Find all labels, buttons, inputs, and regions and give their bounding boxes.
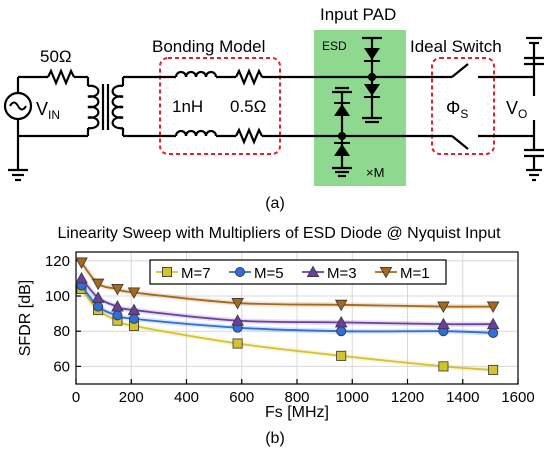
legend-marker-m-5 xyxy=(234,266,245,277)
data-point-m-5 xyxy=(93,301,104,312)
data-point-m-7 xyxy=(488,364,499,375)
ideal-switch-title: Ideal Switch xyxy=(410,37,502,56)
source-voltage-label: VIN xyxy=(36,99,60,122)
x-tick-label: 0 xyxy=(72,389,80,406)
bonding-model-box xyxy=(159,57,281,155)
data-point-m-1 xyxy=(437,301,450,313)
bond-inductor-top xyxy=(174,70,218,78)
circuit-schematic xyxy=(3,30,544,186)
transformer xyxy=(87,84,124,130)
bond-resistor-bottom xyxy=(235,127,263,145)
data-point-m-1 xyxy=(111,283,124,296)
data-point-m-3 xyxy=(231,314,244,326)
inductor-label: 1nH xyxy=(172,97,203,116)
esd-label: ESD xyxy=(322,39,347,53)
y-tick-label: 100 xyxy=(45,288,70,305)
x-tick-label: 800 xyxy=(284,389,309,406)
y-tick-label: 80 xyxy=(53,323,70,340)
caption-b: (b) xyxy=(265,430,285,447)
x-tick-label: 1000 xyxy=(336,389,369,406)
bond-inductor-bottom xyxy=(174,129,218,137)
y-axis-label: SFDR [dB] xyxy=(17,280,34,356)
switch-phase-label: ΦS xyxy=(446,98,468,121)
data-point-m-3 xyxy=(486,317,500,330)
data-point-m-1 xyxy=(486,301,500,313)
chart-series xyxy=(75,257,500,375)
bond-resistor-top xyxy=(235,68,263,86)
series-line-m-7 xyxy=(80,288,494,371)
data-point-m-3 xyxy=(91,291,105,303)
legend-label-m-5: M=5 xyxy=(254,265,284,282)
x-tick-label: 1600 xyxy=(501,389,534,406)
ground-symbol-source xyxy=(8,168,28,182)
x-tick-label: 400 xyxy=(174,389,199,406)
series-line-m-1 xyxy=(80,262,494,308)
bond-resistor-label: 0.5Ω xyxy=(230,97,266,116)
ideal-switch-box xyxy=(431,57,495,155)
data-point-m-3 xyxy=(127,303,141,316)
output-voltage-label: VO xyxy=(506,98,527,121)
data-point-m-1 xyxy=(127,287,141,299)
y-tick-label: 120 xyxy=(45,253,70,270)
legend-marker-m-1 xyxy=(379,266,393,279)
data-point-m-7 xyxy=(336,350,347,361)
data-point-m-5 xyxy=(336,326,347,337)
input-pad-title: Input PAD xyxy=(320,5,396,24)
data-point-m-5 xyxy=(129,313,140,324)
data-point-m-3 xyxy=(437,317,450,330)
x-axis-label: Fs [MHz] xyxy=(265,404,329,421)
x-tick-label: 600 xyxy=(229,389,254,406)
x-tick-label: 1200 xyxy=(391,389,424,406)
data-point-m-1 xyxy=(75,257,88,269)
esd-diodes-top xyxy=(362,36,382,124)
legend-marker-m-3 xyxy=(306,265,320,278)
sampling-capacitors xyxy=(514,36,544,182)
chart-ticks: 0 200 400 600 800 1000 1200 1400 1600 60 80 100 120 xyxy=(45,253,535,406)
data-point-m-3 xyxy=(334,315,348,328)
data-point-m-5 xyxy=(112,310,123,321)
series-line-m-5 xyxy=(80,284,494,334)
input-pad-region xyxy=(314,30,406,186)
data-point-m-7 xyxy=(438,361,449,372)
legend-marker-m-7 xyxy=(161,266,172,277)
sfdr-chart: Linearity Sweep with Multipliers of ESD … xyxy=(17,225,535,447)
data-point-m-5 xyxy=(488,327,499,338)
esd-diodes-bottom xyxy=(332,86,352,178)
y-tick-label: 60 xyxy=(53,358,70,375)
legend-label-m-3: M=3 xyxy=(327,265,357,282)
data-point-m-3 xyxy=(75,271,88,284)
circuit-labels: 50Ω Bonding Model 1nH 0.5Ω Input PAD ESD… xyxy=(36,5,527,212)
source-resistor-label: 50Ω xyxy=(40,47,72,66)
source-resistor xyxy=(47,68,75,86)
data-point-m-1 xyxy=(231,298,244,310)
chart-legend: M=7 M=5 M=3 M=1 xyxy=(149,259,447,285)
data-point-m-7 xyxy=(232,338,243,349)
legend-label-m-7: M=7 xyxy=(181,265,211,282)
data-point-m-3 xyxy=(111,300,124,312)
data-point-m-1 xyxy=(91,278,105,291)
data-point-m-1 xyxy=(334,299,348,312)
sampling-switches xyxy=(451,63,514,150)
voltage-source xyxy=(3,75,72,170)
multiplier-label: ×M xyxy=(366,165,384,180)
caption-a: (a) xyxy=(265,195,285,212)
x-tick-label: 200 xyxy=(119,389,144,406)
chart-title: Linearity Sweep with Multipliers of ESD … xyxy=(57,225,501,242)
bonding-model-title: Bonding Model xyxy=(152,37,265,56)
legend-label-m-1: M=1 xyxy=(400,265,430,282)
x-tick-label: 1400 xyxy=(446,389,479,406)
